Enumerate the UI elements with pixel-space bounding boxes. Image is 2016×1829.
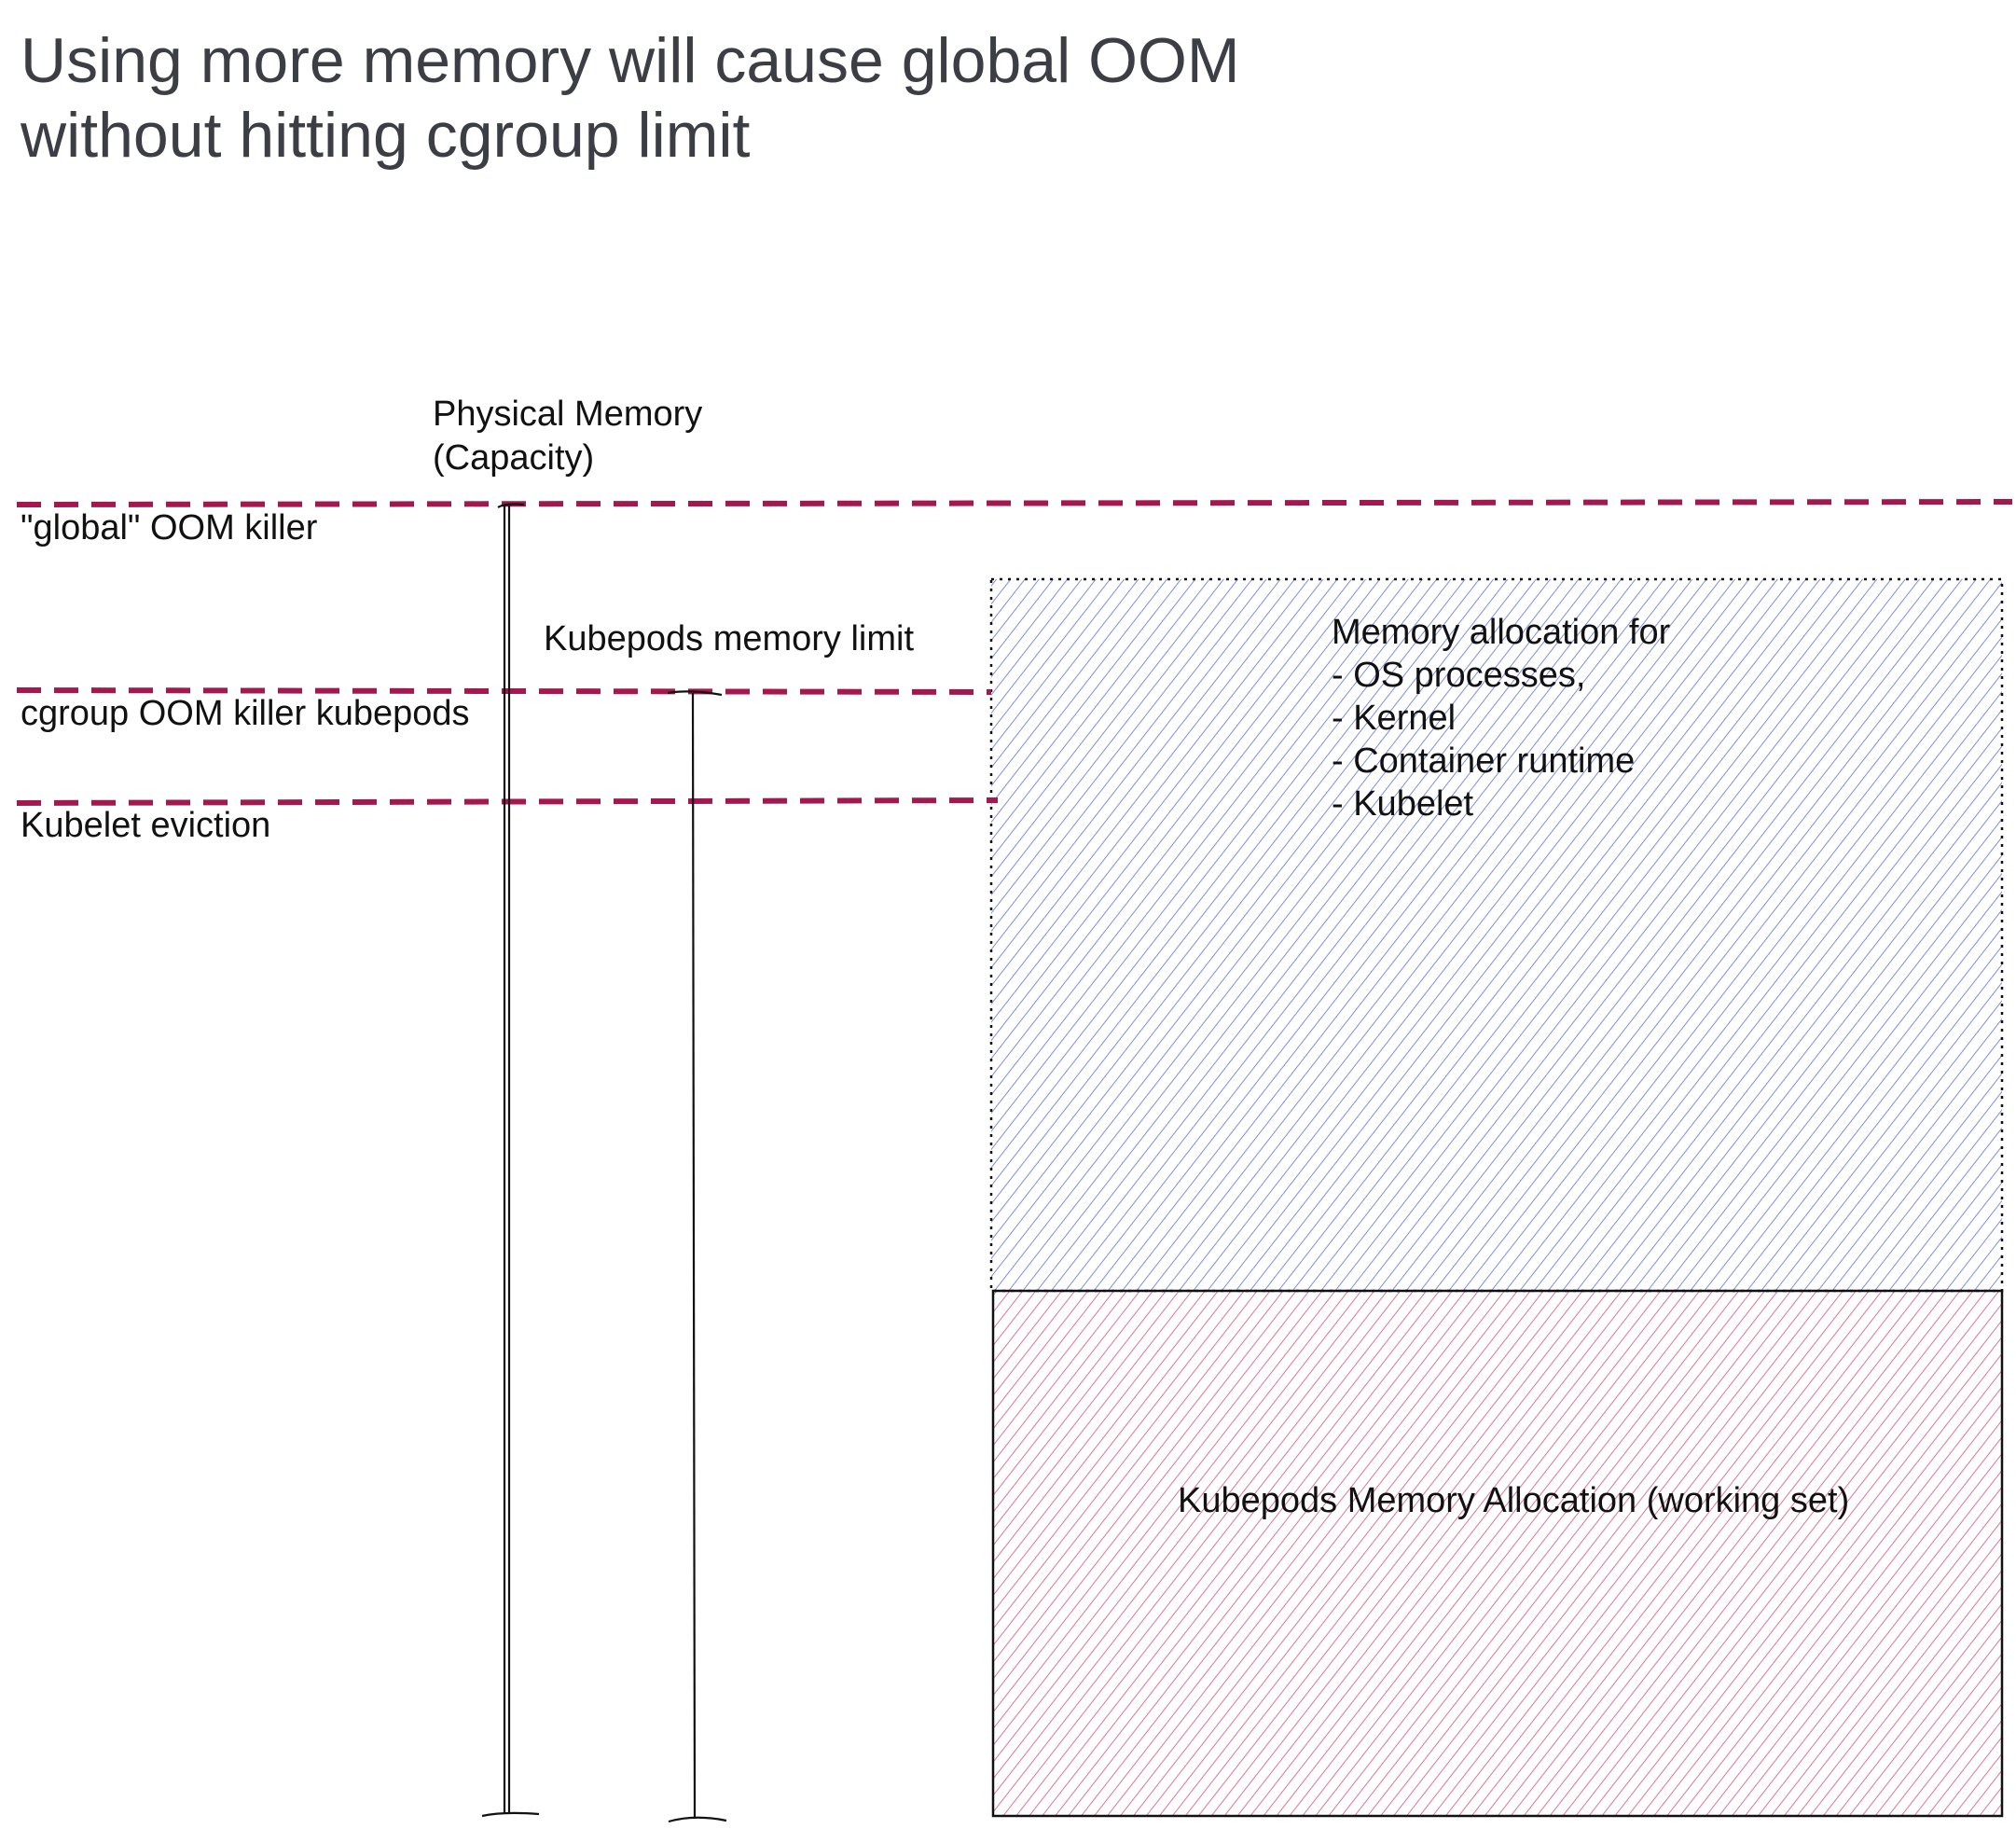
kubepods-limit-label: Kubepods memory limit	[544, 619, 914, 658]
physical-memory-label-line-2: (Capacity)	[433, 438, 594, 478]
kubepods-allocation-region	[991, 1289, 2004, 1818]
diagram-title-line-1: Using more memory will cause global OOM	[21, 25, 1240, 96]
global-oom-label: "global" OOM killer	[21, 508, 318, 547]
kubelet-eviction-label: Kubelet eviction	[21, 806, 270, 845]
system-reserved-region	[989, 577, 2004, 1293]
physical-memory-bar	[481, 503, 540, 1818]
system-reserved-item: - OS processes,	[1332, 656, 1585, 695]
system-reserved-item: - Container runtime	[1332, 741, 1635, 781]
system-reserved-item: - Kernel	[1332, 699, 1456, 738]
system-reserved-item: - Kubelet	[1332, 784, 1474, 824]
global-oom-threshold-line	[16, 499, 2013, 507]
physical-memory-label-line-1: Physical Memory	[433, 395, 702, 434]
kubepods-limit-bar	[667, 690, 727, 1823]
kubepods-allocation-label: Kubepods Memory Allocation (working set)	[1178, 1481, 1849, 1520]
system-reserved-heading: Memory allocation for	[1332, 613, 1671, 652]
kubelet-eviction-threshold-line	[16, 797, 999, 806]
system-reserved-list: - OS processes, - Kernel- Container runti…	[1332, 656, 1635, 824]
diagram-title-line-2: without hitting cgroup limit	[20, 100, 750, 171]
cgroup-oom-label: cgroup OOM killer kubepods	[21, 694, 470, 733]
